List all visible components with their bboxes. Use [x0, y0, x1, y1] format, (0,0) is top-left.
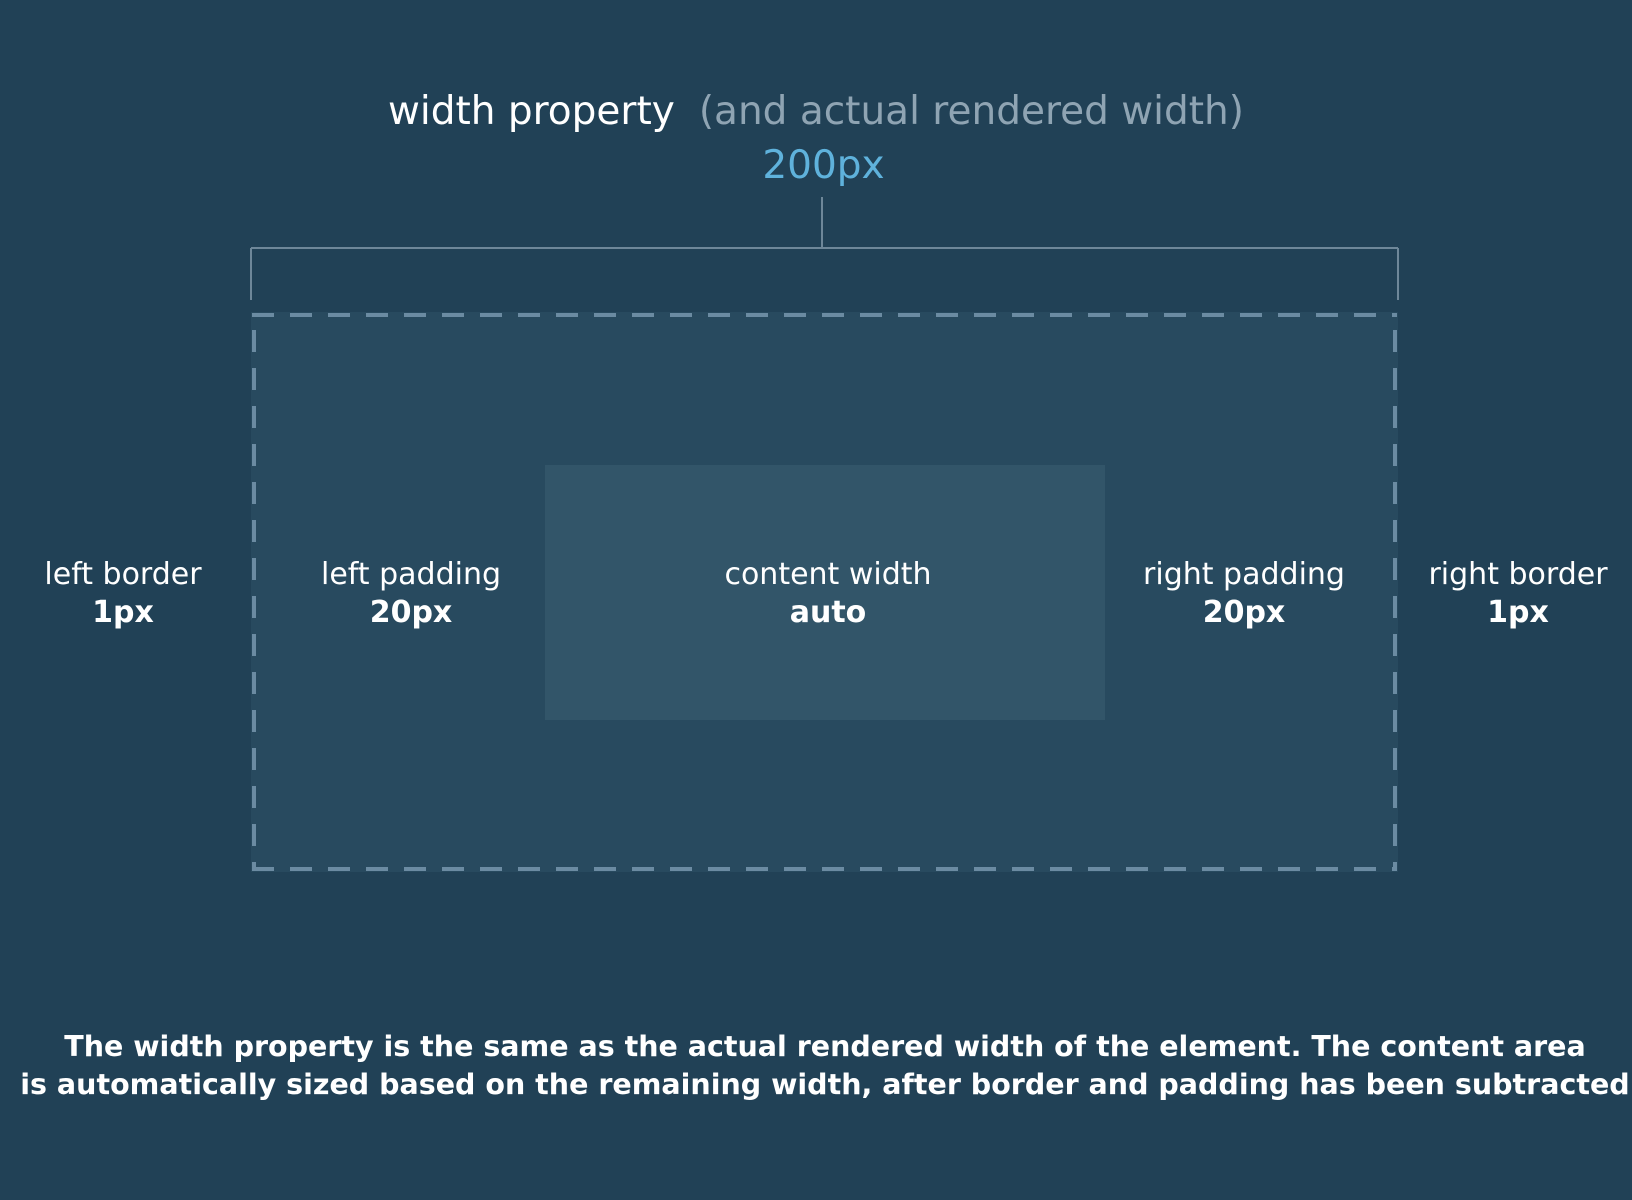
left-border-label: left border 1px [23, 556, 223, 632]
right-border-name: right border [1428, 557, 1608, 592]
content-width-name: content width [724, 557, 932, 592]
left-border-name: left border [44, 557, 202, 592]
left-padding-value: 20px [369, 595, 453, 630]
left-padding-label: left padding 20px [301, 556, 521, 632]
content-width-label: content width auto [698, 556, 958, 632]
diagram-title: width property [387, 89, 675, 134]
content-area [545, 465, 1105, 720]
left-border-value: 1px [92, 595, 154, 630]
right-padding-value: 20px [1202, 595, 1286, 630]
right-padding-label: right padding 20px [1134, 556, 1354, 632]
caption-line-2: is automatically sized based on the rema… [20, 1068, 1630, 1101]
right-border-label: right border 1px [1418, 556, 1618, 632]
right-border-value: 1px [1487, 595, 1549, 630]
caption-line-1: The width property is the same as the ac… [64, 1030, 1586, 1063]
diagram-subtitle: (and actual rendered width) [698, 89, 1244, 134]
width-value: 200px [762, 143, 885, 188]
caption: The width property is the same as the ac… [0, 1028, 1632, 1104]
left-padding-name: left padding [320, 557, 502, 592]
content-width-value: auto [789, 595, 867, 630]
width-bracket [250, 197, 1399, 300]
right-padding-name: right padding [1143, 557, 1345, 592]
dashed-border [252, 313, 1397, 871]
diagram-header: width property (and actual rendered width… [0, 86, 1632, 138]
